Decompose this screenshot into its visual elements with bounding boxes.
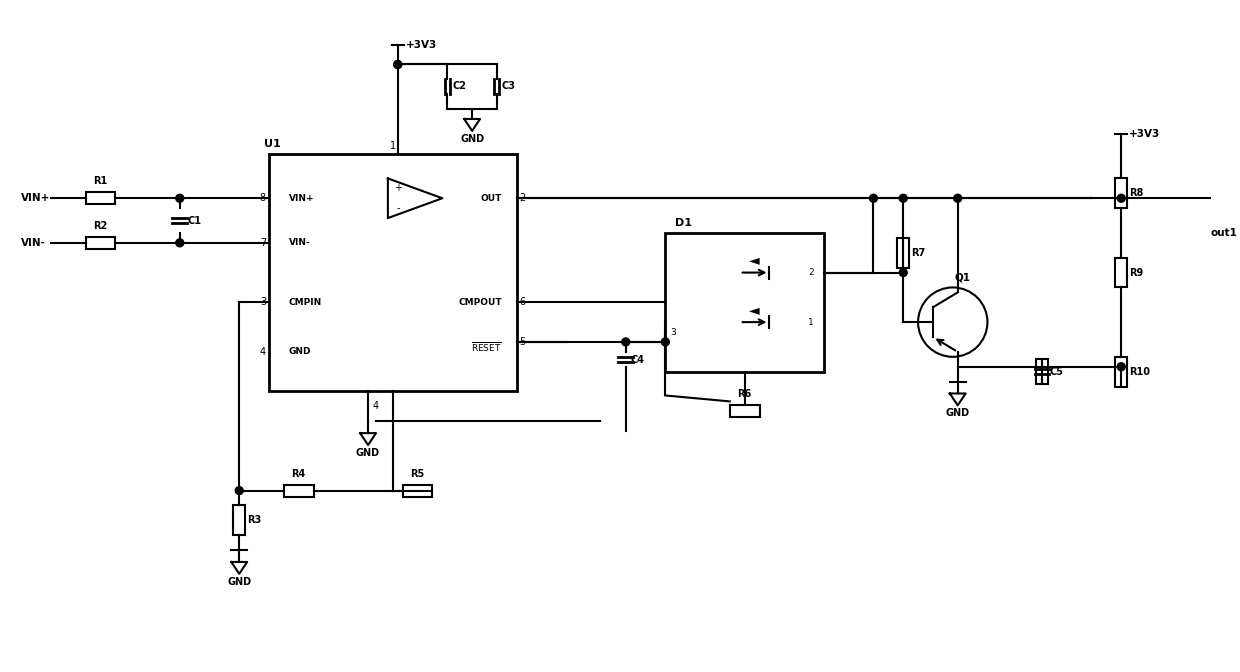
Text: GND: GND [356,448,381,458]
Text: GND: GND [460,134,484,144]
Text: +3V3: +3V3 [405,40,436,50]
Text: R10: R10 [1130,367,1151,377]
Text: 3: 3 [260,297,267,307]
Text: 5: 5 [520,337,526,347]
Text: VIN-: VIN- [21,238,46,248]
Text: 1: 1 [389,140,396,151]
Circle shape [621,338,630,346]
Text: 6: 6 [520,297,526,307]
Circle shape [869,194,878,202]
Text: out1: out1 [1210,228,1238,238]
Bar [403,485,433,497]
Text: R4: R4 [291,468,306,478]
Text: R1: R1 [93,176,108,186]
Bar [666,233,823,372]
Bar [898,238,909,267]
Bar [730,405,760,417]
Circle shape [899,269,908,277]
Bar [86,237,115,249]
Text: VIN-: VIN- [289,239,310,247]
Text: 7: 7 [259,238,267,248]
Text: R3: R3 [247,515,262,526]
Text: ◄: ◄ [749,253,760,267]
Circle shape [394,60,402,69]
Text: C1: C1 [187,216,202,226]
Text: U1: U1 [264,138,280,149]
Text: -: - [396,203,399,213]
Text: C5: C5 [1050,367,1064,377]
Bar [269,154,517,392]
Bar [1035,360,1048,384]
Text: 4: 4 [260,347,267,357]
Text: 3: 3 [671,327,676,337]
Text: Q1: Q1 [955,272,971,282]
Text: R8: R8 [1130,188,1143,198]
Circle shape [176,194,184,202]
Text: 2: 2 [808,268,813,277]
Circle shape [394,60,402,69]
Text: R2: R2 [93,221,108,231]
Text: GND: GND [289,347,311,356]
Text: C3: C3 [502,81,516,91]
Text: 1: 1 [808,318,813,327]
Bar [86,192,115,204]
Text: R9: R9 [1130,267,1143,278]
Text: R7: R7 [911,248,925,258]
Text: 2: 2 [520,194,526,203]
Text: GND: GND [946,409,970,419]
Circle shape [1117,194,1125,202]
Text: R5: R5 [410,468,425,478]
Text: +3V3: +3V3 [1130,129,1161,139]
Text: OUT: OUT [480,194,502,203]
Text: C2: C2 [453,81,466,91]
Text: 4: 4 [373,401,379,411]
Circle shape [176,239,184,247]
Text: CMPIN: CMPIN [289,298,322,307]
Text: VIN+: VIN+ [289,194,315,203]
Text: CMPOUT: CMPOUT [459,298,502,307]
Bar [1115,357,1127,386]
Text: +: + [394,183,402,194]
Text: C4: C4 [631,355,645,365]
Bar [1115,257,1127,288]
Bar [1115,179,1127,208]
Text: ◄: ◄ [749,303,760,317]
Text: R6: R6 [738,390,751,399]
Text: $\overline{\mathrm{RESET}}$: $\overline{\mathrm{RESET}}$ [471,340,502,354]
Circle shape [236,487,243,495]
Bar [233,505,246,535]
Circle shape [661,338,670,346]
Circle shape [954,194,962,202]
Text: 8: 8 [260,194,267,203]
Text: GND: GND [227,577,252,587]
Text: VIN+: VIN+ [21,194,51,203]
Circle shape [1117,363,1125,371]
Bar [284,485,314,497]
Text: D1: D1 [676,218,692,228]
Circle shape [899,194,908,202]
